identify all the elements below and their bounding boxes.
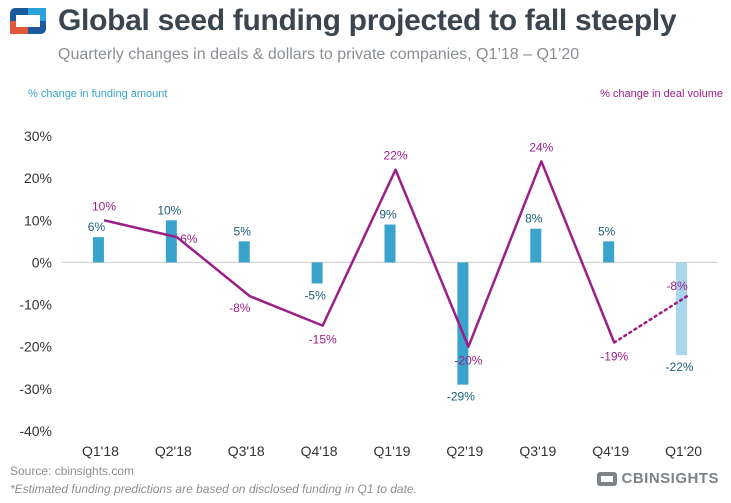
funding-bar-label: 6% bbox=[88, 220, 106, 234]
legend-funding-label: % change in funding amount bbox=[28, 88, 168, 100]
funding-bars: 6% 10% 5% -5% 9% -29% 8% 5% -22% bbox=[88, 203, 694, 403]
x-tick-label: Q1'20 bbox=[665, 443, 702, 459]
funding-bar bbox=[457, 262, 469, 385]
x-tick-label: Q2'19 bbox=[446, 443, 483, 459]
cb-insights-logo bbox=[10, 8, 46, 34]
deal-volume-label: -8% bbox=[229, 301, 251, 315]
funding-bar-label: -5% bbox=[304, 289, 326, 303]
deal-volume-label: -19% bbox=[600, 350, 628, 364]
funding-bar bbox=[165, 220, 177, 263]
funding-bar bbox=[92, 237, 104, 263]
deal-volume-projected-segment bbox=[612, 294, 689, 344]
deal-volume-label: -15% bbox=[309, 333, 337, 347]
funding-bar-label: 5% bbox=[234, 224, 252, 238]
source-note: Source: cbinsights.com bbox=[10, 464, 135, 478]
x-tick-label: Q1'18 bbox=[82, 443, 119, 459]
funding-bar bbox=[311, 262, 323, 284]
brand-text: CBINSIGHTS bbox=[621, 470, 719, 487]
y-tick-label: -30% bbox=[19, 381, 52, 397]
funding-bar-label: 9% bbox=[379, 208, 397, 222]
chart-title: Global seed funding projected to fall st… bbox=[58, 4, 677, 37]
y-axis: 30% 20% 10% 0% -10% -20% -30% -40% bbox=[19, 128, 52, 439]
funding-bar-label: -29% bbox=[447, 390, 475, 404]
y-tick-label: 0% bbox=[32, 254, 52, 270]
funding-bar bbox=[530, 228, 542, 263]
deal-volume-line: 10% 6% -8% -15% 22% -20% 24% -19% -8% bbox=[92, 140, 689, 368]
x-axis: Q1'18 Q2'18 Q3'18 Q4'18 Q1'19 Q2'19 Q3'19 Q4'19… bbox=[82, 443, 702, 459]
funding-bar bbox=[238, 241, 250, 263]
brand-mark: CBINSIGHTS bbox=[597, 470, 719, 487]
x-tick-label: Q3'19 bbox=[519, 443, 556, 459]
x-tick-label: Q1'19 bbox=[374, 443, 411, 459]
legend-deals-label: % change in deal volume bbox=[600, 88, 723, 100]
deal-volume-label: 6% bbox=[180, 232, 198, 246]
deal-volume-label: -8% bbox=[666, 279, 688, 293]
x-tick-label: Q4'19 bbox=[592, 443, 629, 459]
funding-bar-label: 8% bbox=[525, 212, 543, 226]
deal-volume-line-path bbox=[103, 160, 616, 348]
funding-bar-label: -22% bbox=[666, 360, 694, 374]
y-tick-label: -10% bbox=[19, 297, 52, 313]
y-tick-label: -40% bbox=[19, 423, 52, 439]
funding-bar bbox=[603, 241, 615, 263]
deal-volume-label: -20% bbox=[454, 354, 482, 368]
y-tick-label: -20% bbox=[19, 339, 52, 355]
funding-bar-label: 5% bbox=[598, 224, 616, 238]
deal-volume-label: 10% bbox=[92, 199, 116, 213]
chart-subtitle: Quarterly changes in deals & dollars to … bbox=[58, 46, 580, 63]
funding-bar-label: 10% bbox=[157, 203, 181, 217]
y-tick-label: 30% bbox=[24, 128, 52, 144]
x-tick-label: Q2'18 bbox=[155, 443, 192, 459]
cb-logo-icon bbox=[597, 471, 618, 486]
y-tick-label: 10% bbox=[24, 212, 52, 228]
chart-area: 30% 20% 10% 0% -10% -20% -30% -40% 6% 10% 5% -5% 9%… bbox=[19, 128, 718, 459]
deal-volume-label: 22% bbox=[384, 149, 408, 163]
funding-bar bbox=[384, 224, 396, 263]
funding-bar bbox=[676, 262, 688, 356]
deal-volume-label: 24% bbox=[529, 140, 553, 154]
x-tick-label: Q3'18 bbox=[228, 443, 265, 459]
x-tick-label: Q4'18 bbox=[301, 443, 338, 459]
footnote: *Estimated funding predictions are based… bbox=[10, 482, 417, 496]
y-tick-label: 20% bbox=[24, 170, 52, 186]
